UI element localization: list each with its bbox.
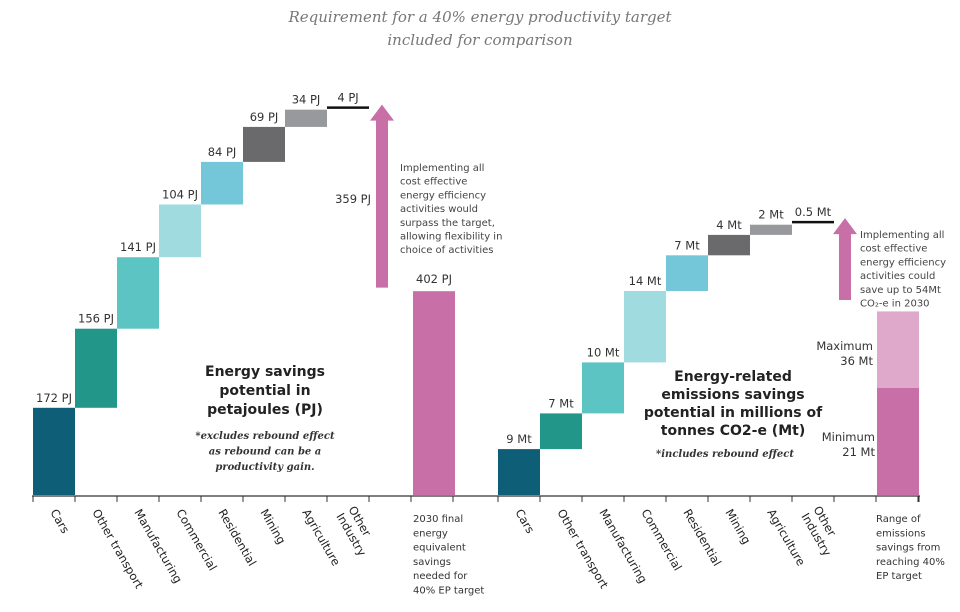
footnote-left-line-1: *excludes rebound effect xyxy=(195,431,335,442)
data-label: 4 PJ xyxy=(337,91,358,105)
range-category-line-3: savings from xyxy=(876,543,940,554)
annotation-left-line-3: energy efficiency xyxy=(400,190,486,201)
bar-0-2 xyxy=(117,257,159,329)
bar-1-0 xyxy=(498,449,540,495)
data-label: 0.5 Mt xyxy=(795,205,832,219)
range-category-line-1: Range of xyxy=(876,514,921,525)
data-label: 2 Mt xyxy=(758,208,784,222)
surplus-arrow-right xyxy=(833,218,857,300)
target-bar xyxy=(413,291,455,495)
category-label: Commercial xyxy=(173,507,220,574)
target-category-line-1: 2030 final xyxy=(413,514,463,525)
min-label-line-1: Minimum xyxy=(822,430,875,444)
chart-title-left-line-1: Energy savings xyxy=(205,364,325,380)
category-label: Residential xyxy=(215,507,259,569)
chart-title-left-line-2: potential in xyxy=(219,383,310,399)
bar-1-3 xyxy=(624,291,666,363)
surplus-label: 359 PJ xyxy=(335,192,371,206)
data-label: 141 PJ xyxy=(120,240,156,254)
annotation-left-line-1: Implementing all xyxy=(400,163,484,174)
chart-title-right-line-3: potential in millions of xyxy=(644,405,823,421)
target-category-line-2: energy xyxy=(413,528,448,539)
max-label-line-1: Maximum xyxy=(816,339,873,353)
target-category-line-4: savings xyxy=(413,557,451,568)
chart-title-left-line-3: petajoules (PJ) xyxy=(207,402,323,418)
annotation-left-line-6: allowing flexibility in xyxy=(400,232,502,243)
bar-1-1 xyxy=(540,413,582,450)
data-label: 172 PJ xyxy=(36,391,72,405)
category-label: Cars xyxy=(512,507,537,536)
target-category-line-3: equivalent xyxy=(413,543,466,554)
bar-1-2 xyxy=(582,362,624,414)
bar-0-3 xyxy=(159,204,201,258)
target-label: 402 PJ xyxy=(416,272,452,286)
bar-0-5 xyxy=(243,126,285,162)
data-label: 34 PJ xyxy=(292,93,321,107)
surplus-arrow xyxy=(370,104,394,288)
bar-0-6 xyxy=(285,109,327,127)
header-title-line-2: included for comparison xyxy=(387,31,572,49)
bar-0-1 xyxy=(75,328,117,408)
category-label: Residential xyxy=(680,507,724,569)
range-category-line-4: reaching 40% xyxy=(876,557,945,568)
annotation-left-line-5: surpass the target, xyxy=(400,218,495,229)
data-label: 7 Mt xyxy=(548,396,574,410)
data-label: 7 Mt xyxy=(674,238,700,252)
footnote-left-line-3: productivity gain. xyxy=(215,462,314,473)
data-label: 14 Mt xyxy=(629,274,662,288)
chart-title-right-line-1: Energy-related xyxy=(674,369,792,385)
chart-title-right-line-4: tonnes CO2-e (Mt) xyxy=(661,423,805,439)
data-label: 9 Mt xyxy=(506,432,532,446)
bar-1-6 xyxy=(750,224,792,235)
data-label: 69 PJ xyxy=(250,110,279,124)
annotation-left-line-2: cost effective xyxy=(400,177,467,188)
category-label: Commercial xyxy=(638,507,685,574)
header-title-line-1: Requirement for a 40% energy productivit… xyxy=(287,8,672,26)
bar-1-4 xyxy=(666,255,708,291)
range-bar-max xyxy=(877,311,919,388)
category-label: Mining xyxy=(257,507,288,547)
annotation-right-line-3: energy efficiency xyxy=(860,257,946,268)
bar-1-5 xyxy=(708,234,750,256)
annotation-right-line-4: activities could xyxy=(860,271,935,282)
target-category-line-6: 40% EP target xyxy=(413,586,484,597)
data-label: 104 PJ xyxy=(162,187,198,201)
range-bar-min xyxy=(877,387,919,495)
data-label: 10 Mt xyxy=(587,345,620,359)
chart-title-right-line-2: emissions savings xyxy=(661,387,804,403)
max-label-line-2: 36 Mt xyxy=(840,354,873,368)
data-label: 84 PJ xyxy=(208,145,237,159)
category-label: Cars xyxy=(47,507,72,536)
bar-0-0 xyxy=(33,407,75,495)
min-label-line-2: 21 Mt xyxy=(842,445,875,459)
annotation-right-line-6: CO₂-e in 2030 xyxy=(860,299,930,310)
bar-0-4 xyxy=(201,161,243,205)
category-label: Mining xyxy=(722,507,753,547)
annotation-right-line-2: cost effective xyxy=(860,244,927,255)
annotation-left-line-4: activities would xyxy=(400,204,478,215)
footnote-left-line-2: as rebound can be a xyxy=(209,447,322,458)
range-category-line-5: EP target xyxy=(876,571,922,582)
data-label: 4 Mt xyxy=(716,218,742,232)
range-category-line-2: emissions xyxy=(876,528,926,539)
annotation-right-line-1: Implementing all xyxy=(860,230,944,241)
annotation-right-line-5: save up to 54Mt xyxy=(860,285,941,296)
annotation-left-line-7: choice of activities xyxy=(400,245,493,256)
footnote-right-line-1: *includes rebound effect xyxy=(656,449,794,460)
target-category-line-5: needed for xyxy=(413,571,468,582)
data-label: 156 PJ xyxy=(78,312,114,326)
